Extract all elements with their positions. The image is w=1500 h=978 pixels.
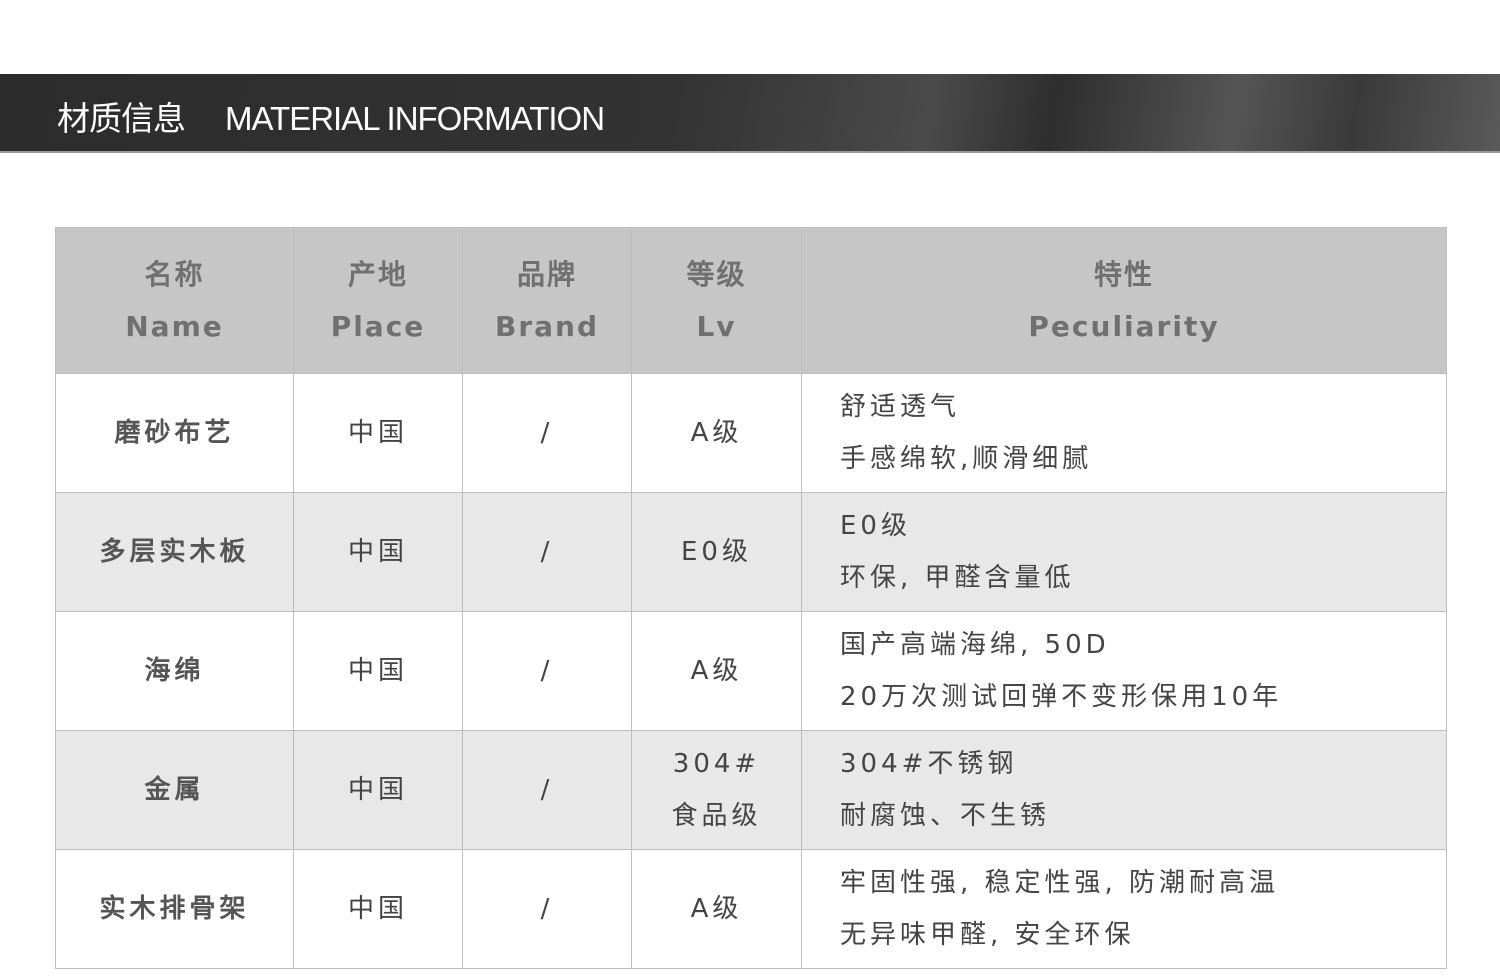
cell-peculiarity-line: 304#不锈钢	[840, 749, 1018, 779]
cell-peculiarity: 国产高端海绵, 50D 20万次测试回弹不变形保用10年	[801, 611, 1447, 731]
cell-lv-line: E0级	[681, 537, 752, 567]
cell-name-line: 金属	[144, 775, 205, 805]
cell-place-line: 中国	[347, 894, 408, 924]
cell-lv-line: A级	[690, 894, 743, 924]
cell-peculiarity-line: 耐腐蚀、不生锈	[840, 801, 1051, 831]
header-peculiarity: 特性 Peculiarity	[801, 227, 1447, 374]
cell-place: 中国	[293, 849, 463, 969]
cell-name-line: 海绵	[144, 656, 205, 686]
cell-lv-line: 食品级	[671, 801, 762, 831]
banner-title: 材质信息 MATERIAL INFORMATION	[57, 92, 644, 140]
cell-name-line: 磨砂布艺	[114, 418, 235, 448]
cell-peculiarity: 牢固性强, 稳定性强, 防潮耐高温 无异味甲醛, 安全环保	[801, 849, 1447, 969]
cell-name-line: 实木排骨架	[99, 894, 250, 924]
cell-lv: A级	[631, 373, 802, 493]
header-name: 名称 Name	[55, 227, 294, 374]
material-table: 名称 Name 产地 Place 品牌 Brand 等级 Lv 特性 Peculiarit…	[55, 227, 1447, 969]
cell-brand: /	[462, 849, 632, 969]
cell-lv: A级	[631, 849, 802, 969]
cell-place-line: 中国	[347, 418, 408, 448]
cell-lv-line: A级	[690, 418, 743, 448]
cell-place: 中国	[293, 373, 463, 493]
table-row: 金属 中国 / 304# 食品级 304#不锈钢耐腐蚀、不生锈	[55, 730, 1447, 850]
table-row: 海绵 中国 / A级 国产高端海绵, 50D 20万次测试回弹不变形保用10年	[55, 611, 1447, 731]
cell-name: 磨砂布艺	[55, 373, 294, 493]
table-row: 实木排骨架 中国 / A级 牢固性强, 稳定性强, 防潮耐高温 无异味甲醛, 安全环保	[55, 849, 1447, 969]
cell-peculiarity-line: 手感绵软,顺滑细腻	[840, 444, 1093, 474]
cell-name-line: 多层实木板	[99, 537, 250, 567]
cell-place: 中国	[293, 492, 463, 612]
cell-lv-line: A级	[690, 656, 743, 686]
cell-brand-line: /	[540, 537, 554, 567]
cell-brand-line: /	[540, 418, 554, 448]
cell-peculiarity-line: 国产高端海绵, 50D	[840, 630, 1110, 660]
cell-place: 中国	[293, 730, 463, 850]
cell-brand: /	[462, 611, 632, 731]
cell-lv: E0级	[631, 492, 802, 612]
cell-peculiarity-line: 牢固性强, 稳定性强, 防潮耐高温	[840, 868, 1280, 898]
title-en: MATERIAL INFORMATION	[225, 100, 605, 137]
cell-name: 海绵	[55, 611, 294, 731]
cell-name: 金属	[55, 730, 294, 850]
table-row: 多层实木板 中国 / E0级 E0级 环保, 甲醛含量低	[55, 492, 1447, 612]
cell-peculiarity: E0级环保, 甲醛含量低	[801, 492, 1447, 612]
cell-peculiarity-line: 无异味甲醛, 安全环保	[840, 920, 1135, 950]
cell-brand-line: /	[540, 894, 554, 924]
header-brand: 品牌 Brand	[462, 227, 632, 374]
cell-place-line: 中国	[347, 775, 408, 805]
cell-place: 中国	[293, 611, 463, 731]
cell-peculiarity-line: 舒适透气	[840, 392, 961, 422]
section-banner: 材质信息 MATERIAL INFORMATION	[0, 74, 1500, 153]
cell-lv: A级	[631, 611, 802, 731]
cell-peculiarity-line: E0级	[840, 511, 911, 541]
cell-lv: 304# 食品级	[631, 730, 802, 850]
cell-peculiarity-line: 环保, 甲醛含量低	[840, 563, 1075, 593]
cell-brand: /	[462, 492, 632, 612]
cell-peculiarity: 舒适透气手感绵软,顺滑细腻	[801, 373, 1447, 493]
cell-name: 实木排骨架	[55, 849, 294, 969]
cell-brand: /	[462, 730, 632, 850]
cell-brand: /	[462, 373, 632, 493]
cell-name: 多层实木板	[55, 492, 294, 612]
header-place: 产地 Place	[293, 227, 463, 374]
cell-lv-line: 304#	[672, 749, 761, 779]
cell-place-line: 中国	[347, 537, 408, 567]
cell-peculiarity-line: 20万次测试回弹不变形保用10年	[840, 682, 1283, 712]
header-lv: 等级 Lv	[631, 227, 802, 374]
header-row: 名称 Name 产地 Place 品牌 Brand 等级 Lv 特性 Peculiarit…	[55, 227, 1447, 374]
cell-place-line: 中国	[347, 656, 408, 686]
cell-brand-line: /	[540, 656, 554, 686]
cell-brand-line: /	[540, 775, 554, 805]
cell-peculiarity: 304#不锈钢耐腐蚀、不生锈	[801, 730, 1447, 850]
title-cn: 材质信息	[57, 100, 186, 137]
table-row: 磨砂布艺 中国 / A级 舒适透气手感绵软,顺滑细腻	[55, 373, 1447, 493]
